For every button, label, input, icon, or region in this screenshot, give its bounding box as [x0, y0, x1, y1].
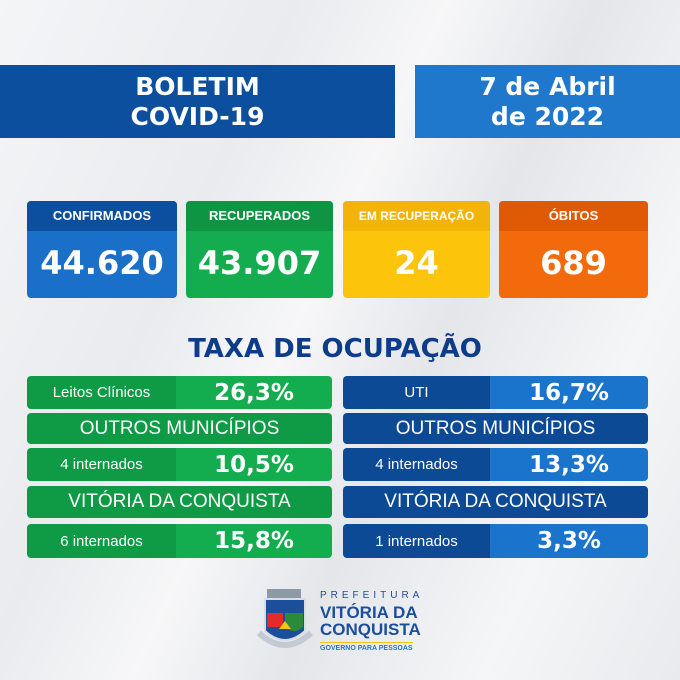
title-line2: COVID-19 [130, 101, 265, 131]
card-label: CONFIRMADOS [27, 201, 177, 231]
row-label: 4 internados [27, 448, 176, 481]
title-line1: BOLETIM [135, 71, 260, 101]
coat-of-arms-icon [256, 589, 314, 648]
clinical-others-row: 4 internados 10,5% [27, 448, 332, 481]
card-recovered: RECUPERADOS 43.907 [186, 201, 333, 298]
card-deaths: ÓBITOS 689 [499, 201, 648, 298]
row-label: 4 internados [343, 448, 490, 481]
icu-others-row: 4 internados 13,3% [343, 448, 648, 481]
card-label: EM RECUPERAÇÃO [343, 201, 490, 231]
card-value: 24 [394, 244, 439, 282]
row-value: 15,8% [176, 524, 332, 558]
bulletin-date: 7 de Abril de 2022 [415, 65, 680, 138]
icu-others-header: OUTROS MUNICÍPIOS [343, 413, 648, 444]
row-value: 26,3% [176, 376, 332, 409]
clinical-beds-row: Leitos Clínicos 26,3% [27, 376, 332, 409]
card-confirmed: CONFIRMADOS 44.620 [27, 201, 177, 298]
row-label: 6 internados [27, 524, 176, 558]
card-value: 43.907 [197, 244, 322, 282]
row-value: 10,5% [176, 448, 332, 481]
date-line2: de 2022 [490, 101, 605, 131]
row-label: 1 internados [343, 524, 490, 558]
logo-line3: CONQUISTA [320, 620, 421, 639]
logo-line1: PREFEITURA [320, 590, 424, 601]
card-recovering: EM RECUPERAÇÃO 24 [343, 201, 490, 298]
clinical-city-row: 6 internados 15,8% [27, 524, 332, 558]
card-value: 44.620 [40, 244, 164, 282]
icu-city-row: 1 internados 3,3% [343, 524, 648, 558]
icu-row: UTI 16,7% [343, 376, 648, 409]
clinical-city-header: VITÓRIA DA CONQUISTA [27, 486, 332, 518]
row-label: Leitos Clínicos [27, 376, 176, 409]
card-label: ÓBITOS [499, 201, 648, 231]
logo-tagline: GOVERNO PARA PESSOAS [320, 642, 413, 652]
icu-city-header: VITÓRIA DA CONQUISTA [343, 486, 648, 518]
city-hall-logo: PREFEITURA VITÓRIA DA CONQUISTA GOVERNO … [255, 585, 430, 657]
row-value: 13,3% [490, 448, 648, 481]
row-value: 3,3% [490, 524, 648, 558]
card-value: 689 [540, 244, 607, 282]
occupancy-title: TAXA DE OCUPAÇÃO [188, 334, 482, 364]
row-value: 16,7% [490, 376, 648, 409]
bulletin-title: BOLETIM COVID-19 [0, 65, 395, 138]
clinical-others-header: OUTROS MUNICÍPIOS [27, 413, 332, 444]
row-label: UTI [343, 376, 490, 409]
card-label: RECUPERADOS [186, 201, 333, 231]
date-line1: 7 de Abril [479, 71, 616, 101]
logo-line2: VITÓRIA DA [320, 603, 418, 622]
